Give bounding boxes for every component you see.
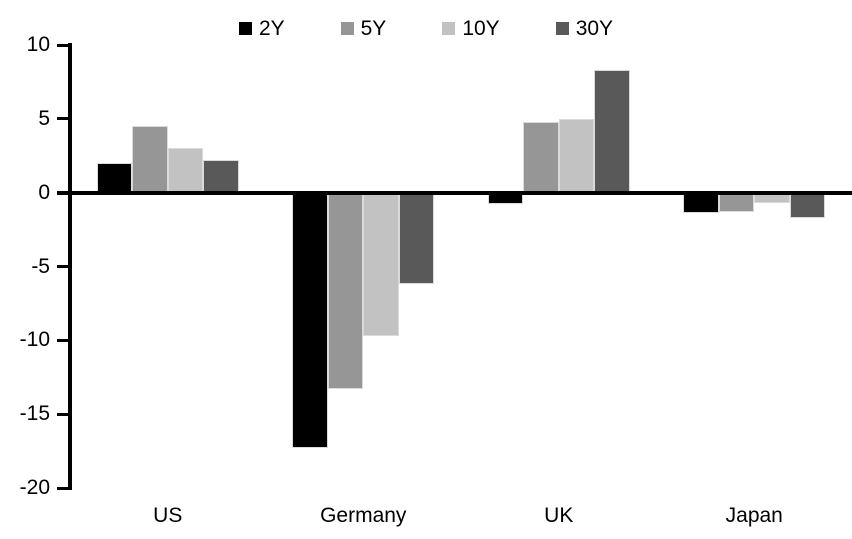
category-label-germany: Germany (320, 504, 407, 527)
legend-item-10y: 10Y (442, 16, 500, 40)
legend-item-2y: 2Y (238, 16, 285, 40)
bar-us-5y (132, 126, 168, 193)
chart-legend: 2Y 5Y 10Y 30Y (0, 13, 852, 43)
y-axis-label: 10 (26, 33, 50, 56)
y-axis-tick (57, 265, 70, 268)
bar-germany-5y (327, 192, 364, 390)
bar-japan-2y (683, 192, 719, 214)
bar-uk-10y (558, 118, 595, 193)
legend-swatch-10y-icon (442, 21, 456, 35)
legend-swatch-30y-icon (555, 21, 569, 35)
y-axis-label: 5 (38, 106, 50, 130)
zero-axis-line (57, 190, 852, 195)
y-axis (68, 43, 72, 490)
legend-item-5y: 5Y (340, 16, 387, 40)
legend-swatch-2y-icon (238, 21, 252, 35)
y-axis-label: -15 (19, 402, 50, 426)
bar-japan-5y (718, 192, 755, 212)
bar-japan-30y (789, 192, 826, 218)
legend-label: 2Y (258, 16, 285, 40)
bar-uk-30y (594, 70, 630, 193)
category-label-uk: UK (544, 504, 574, 527)
y-axis-label: -5 (31, 254, 50, 278)
bar-uk-5y (523, 121, 559, 193)
y-axis-tick (57, 412, 70, 416)
y-axis-label: 0 (38, 180, 50, 204)
category-label-us: US (153, 504, 183, 527)
legend-swatch-5y-icon (340, 21, 354, 35)
legend-item-30y: 30Y (555, 16, 614, 40)
bar-germany-30y (398, 192, 435, 285)
bar-us-30y (203, 160, 239, 193)
bar-germany-2y (292, 192, 328, 449)
y-axis-label: -20 (19, 476, 50, 499)
y-axis-tick (57, 486, 70, 490)
bar-us-10y (167, 148, 204, 193)
bar-germany-10y (363, 192, 399, 336)
legend-label: 10Y (462, 16, 500, 40)
bar-us-2y (96, 163, 133, 193)
y-axis-label: -10 (19, 328, 50, 352)
legend-label: 5Y (360, 16, 387, 40)
category-label-japan: Japan (725, 504, 783, 527)
y-axis-tick (57, 43, 70, 47)
y-axis-tick (57, 117, 70, 121)
y-axis-tick (57, 191, 70, 195)
y-axis-tick (57, 338, 70, 342)
legend-label: 30Y (575, 16, 614, 40)
